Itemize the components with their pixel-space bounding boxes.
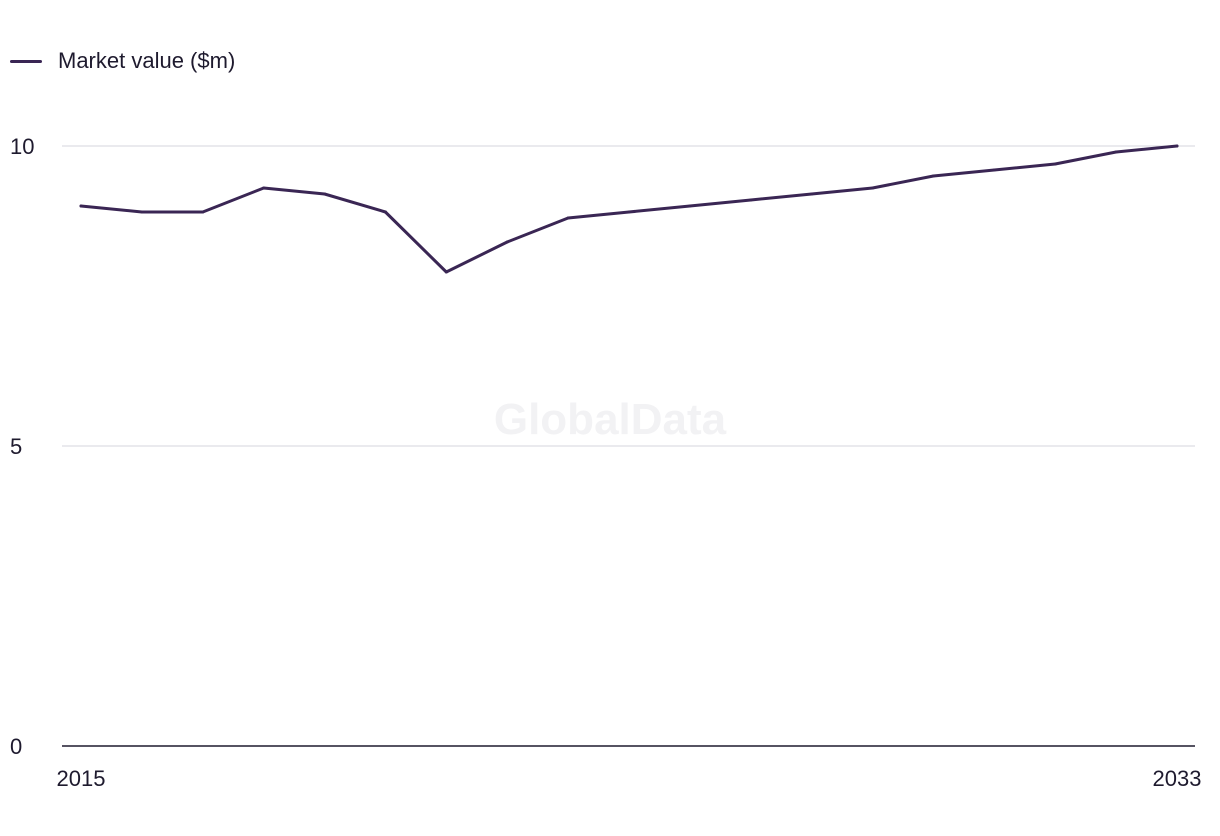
legend-swatch — [10, 59, 42, 63]
data-point — [931, 174, 935, 178]
data-point — [505, 240, 509, 244]
data-point — [323, 192, 327, 196]
y-tick-label: 10 — [10, 134, 34, 159]
data-point — [262, 186, 266, 190]
data-point — [627, 210, 631, 214]
data-point — [810, 192, 814, 196]
data-point — [688, 204, 692, 208]
data-point — [1175, 144, 1179, 148]
data-point — [992, 168, 996, 172]
legend: Market value ($m) — [10, 44, 235, 78]
x-tick-label: 2033 — [1153, 766, 1202, 791]
legend-label-market-value: Market value ($m) — [58, 48, 236, 73]
data-point — [749, 198, 753, 202]
data-point — [871, 186, 875, 190]
watermark: GlobalData — [494, 395, 727, 444]
data-point — [566, 216, 570, 220]
series-layer — [79, 144, 1179, 274]
x-axis-ticks: 2015 2033 — [57, 766, 1202, 791]
y-axis-ticks: 0 5 10 — [10, 134, 34, 759]
data-point — [383, 210, 387, 214]
gridlines — [62, 145, 1195, 747]
data-point — [1114, 150, 1118, 154]
data-point — [79, 204, 83, 208]
y-tick-label: 5 — [10, 434, 22, 459]
data-point — [201, 210, 205, 214]
y-tick-label: 0 — [10, 734, 22, 759]
data-point — [140, 210, 144, 214]
x-tick-label: 2015 — [57, 766, 106, 791]
data-point — [1053, 162, 1057, 166]
data-point — [444, 270, 448, 274]
series-line-market-value — [79, 144, 1179, 274]
